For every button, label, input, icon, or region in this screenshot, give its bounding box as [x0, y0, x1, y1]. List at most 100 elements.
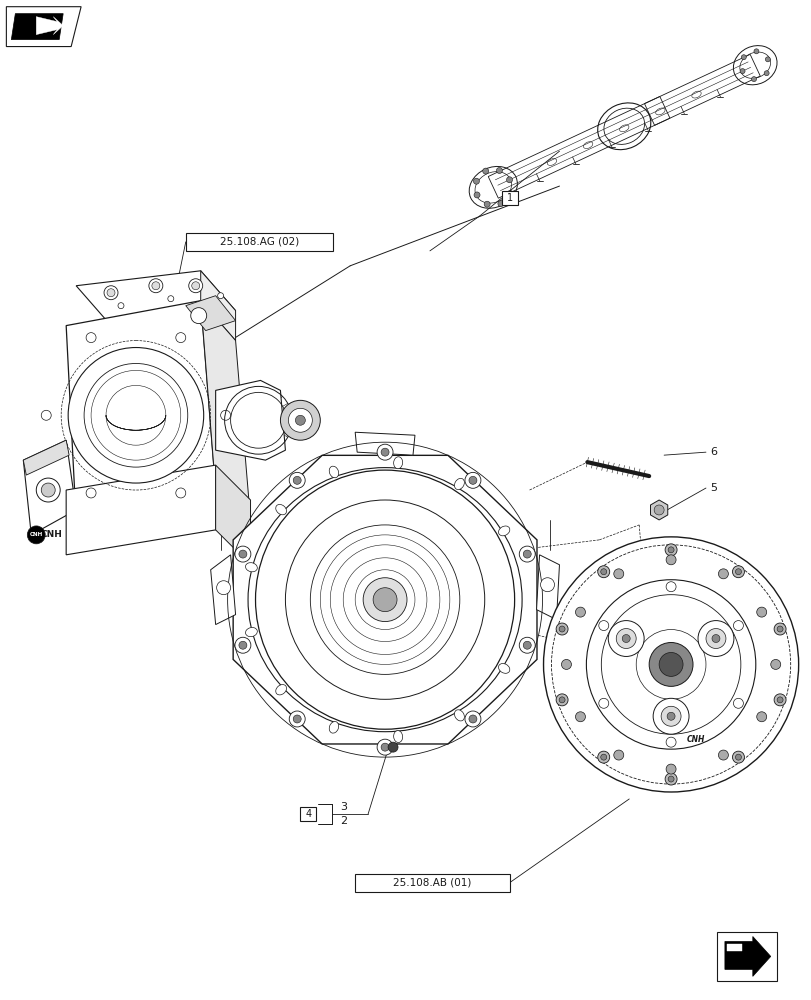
Circle shape — [376, 444, 393, 460]
Circle shape — [756, 712, 766, 722]
Circle shape — [776, 697, 782, 703]
Circle shape — [474, 192, 479, 198]
Text: 25.108.AG (02): 25.108.AG (02) — [220, 237, 298, 247]
Ellipse shape — [328, 722, 338, 733]
Circle shape — [168, 296, 174, 302]
Ellipse shape — [454, 710, 464, 721]
Circle shape — [152, 282, 160, 290]
Circle shape — [765, 57, 770, 62]
Circle shape — [107, 289, 115, 297]
Circle shape — [575, 607, 585, 617]
Circle shape — [597, 751, 609, 763]
Circle shape — [280, 400, 320, 440]
Ellipse shape — [276, 504, 286, 515]
Circle shape — [289, 711, 305, 727]
Circle shape — [148, 279, 163, 293]
Polygon shape — [354, 432, 414, 455]
Circle shape — [654, 505, 663, 515]
Circle shape — [665, 764, 676, 774]
Circle shape — [732, 621, 743, 631]
Circle shape — [482, 168, 488, 174]
Circle shape — [718, 569, 727, 579]
Polygon shape — [216, 465, 251, 565]
Circle shape — [711, 635, 719, 643]
Circle shape — [740, 55, 745, 60]
Polygon shape — [536, 555, 559, 620]
Polygon shape — [186, 296, 235, 331]
Bar — [716, 932, 776, 981]
Circle shape — [556, 623, 568, 635]
Circle shape — [770, 659, 779, 669]
Circle shape — [616, 629, 635, 648]
Polygon shape — [11, 14, 63, 40]
Circle shape — [621, 635, 629, 643]
Circle shape — [376, 739, 393, 755]
Circle shape — [665, 555, 676, 565]
Circle shape — [469, 715, 476, 723]
Polygon shape — [36, 17, 63, 35]
Circle shape — [522, 550, 530, 558]
Bar — [354, 874, 509, 892]
Circle shape — [465, 711, 480, 727]
Circle shape — [718, 750, 727, 760]
Circle shape — [380, 448, 388, 456]
Bar — [186, 233, 333, 251]
Circle shape — [773, 623, 785, 635]
Circle shape — [293, 476, 301, 484]
Polygon shape — [726, 944, 741, 951]
Polygon shape — [210, 555, 235, 625]
Circle shape — [191, 282, 200, 290]
Circle shape — [380, 743, 388, 751]
Text: 6: 6 — [710, 447, 717, 457]
Circle shape — [613, 569, 623, 579]
Circle shape — [664, 773, 676, 785]
Polygon shape — [233, 455, 536, 744]
Circle shape — [613, 750, 623, 760]
Circle shape — [559, 626, 564, 632]
Circle shape — [473, 178, 478, 184]
Circle shape — [560, 659, 571, 669]
Bar — [300, 807, 316, 821]
Circle shape — [293, 715, 301, 723]
Circle shape — [238, 641, 247, 649]
Circle shape — [665, 582, 676, 592]
Circle shape — [518, 637, 534, 653]
Circle shape — [41, 483, 55, 497]
Circle shape — [543, 537, 798, 792]
Circle shape — [104, 286, 118, 300]
Circle shape — [600, 569, 606, 575]
Circle shape — [372, 588, 397, 612]
Polygon shape — [216, 380, 285, 460]
Circle shape — [188, 279, 203, 293]
Circle shape — [773, 694, 785, 706]
Text: 25.108.AB (01): 25.108.AB (01) — [393, 878, 471, 888]
Text: 1: 1 — [506, 193, 512, 203]
Circle shape — [28, 526, 45, 544]
Circle shape — [518, 546, 534, 562]
Circle shape — [388, 742, 397, 752]
Circle shape — [776, 626, 782, 632]
Circle shape — [221, 410, 230, 420]
Circle shape — [506, 177, 512, 183]
Circle shape — [660, 706, 680, 726]
Ellipse shape — [498, 526, 509, 536]
Ellipse shape — [393, 731, 402, 743]
Circle shape — [84, 363, 187, 467]
Circle shape — [664, 544, 676, 556]
Polygon shape — [200, 301, 251, 520]
Circle shape — [288, 408, 312, 432]
Polygon shape — [650, 500, 667, 520]
Circle shape — [556, 694, 568, 706]
Circle shape — [751, 77, 756, 82]
Ellipse shape — [276, 685, 286, 695]
Polygon shape — [66, 465, 216, 555]
Polygon shape — [76, 271, 235, 326]
Circle shape — [175, 333, 186, 343]
Circle shape — [469, 476, 476, 484]
Circle shape — [732, 566, 744, 578]
Circle shape — [217, 581, 230, 595]
Circle shape — [255, 470, 514, 729]
Circle shape — [607, 621, 643, 656]
Circle shape — [648, 643, 692, 686]
Ellipse shape — [498, 664, 509, 673]
